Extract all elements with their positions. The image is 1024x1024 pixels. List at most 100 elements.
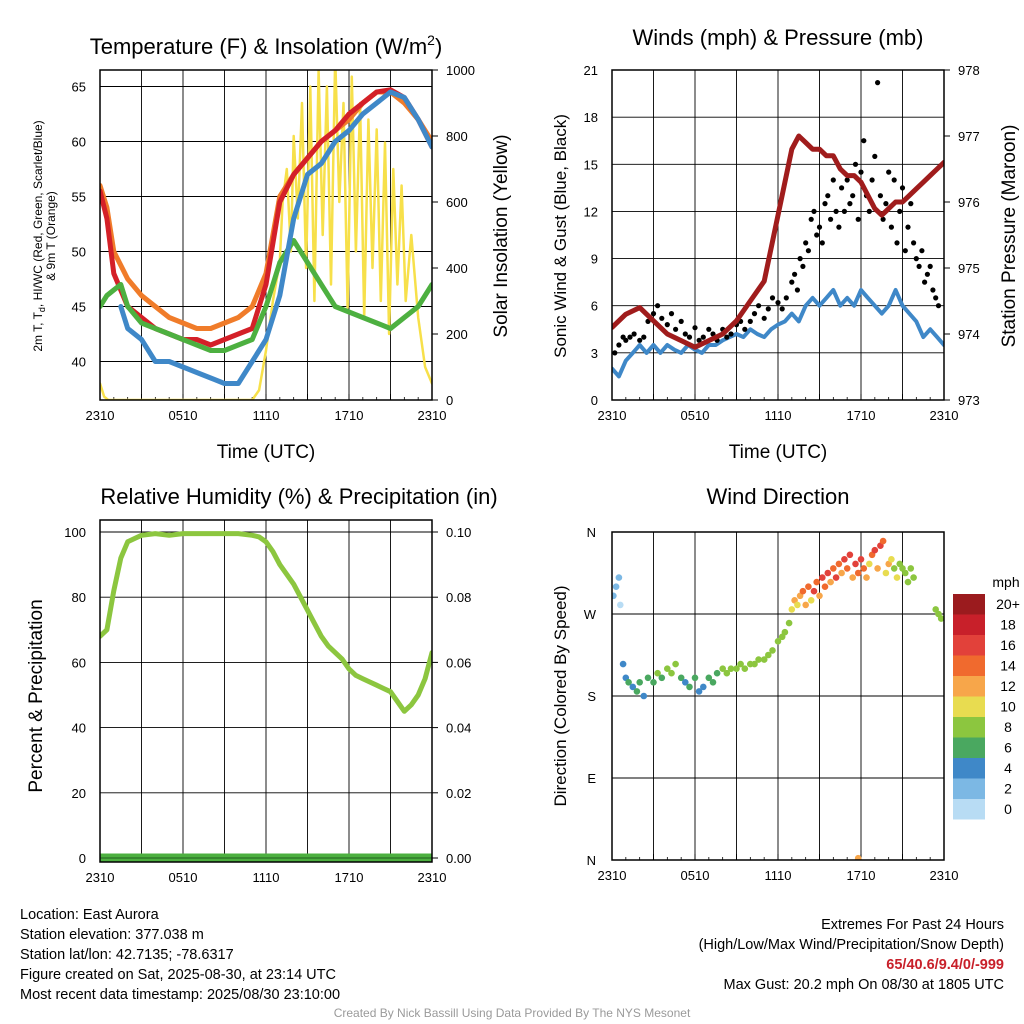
dir-point — [852, 560, 859, 568]
wind-gust-point — [899, 185, 906, 191]
speed-legend-swatch — [953, 594, 985, 615]
dir-point — [640, 692, 648, 700]
station-elevation: Station elevation: 377.038 m — [20, 927, 204, 943]
wind-y-tick-label-left: 18 — [584, 110, 598, 125]
dir-point — [719, 665, 726, 672]
wind-gust-point — [692, 325, 698, 331]
dir-point — [741, 665, 749, 672]
dir-point — [824, 569, 832, 577]
wind-gust-point — [700, 334, 706, 340]
wind-gust-point — [847, 201, 853, 207]
wind-gust-point — [894, 240, 900, 246]
temp-y-tick-label-left: 60 — [72, 135, 86, 150]
wind-gust-point — [883, 201, 889, 207]
dir-point — [874, 565, 881, 572]
dir-point — [854, 854, 862, 860]
dir-point — [713, 669, 721, 677]
dir-point — [727, 665, 735, 672]
dir-x-tick-label: 1710 — [847, 868, 876, 883]
rh-x-tick-label: 2310 — [418, 870, 447, 885]
rh-y-tick-label-right: 0.02 — [446, 786, 471, 801]
dir-point — [888, 556, 895, 563]
wind-gust-point — [872, 153, 878, 159]
speed-legend-label: 16 — [1000, 637, 1016, 653]
wind-gust-point — [866, 208, 872, 214]
dir-point — [838, 569, 845, 577]
dir-point — [871, 546, 879, 554]
wind-gust-point — [668, 311, 675, 317]
wind-gust-point — [765, 306, 771, 312]
rh-y-tick-label-right: 0.10 — [446, 525, 471, 540]
dir-point — [633, 688, 641, 695]
wind-x-tick-label: 2310 — [598, 408, 627, 423]
dir-point — [910, 574, 917, 581]
dir-point — [617, 601, 624, 609]
wind-gust-point — [637, 337, 643, 343]
temp-y-tick-label-left: 45 — [72, 300, 86, 315]
dir-y-tick-label: N — [587, 525, 596, 540]
dir-point — [615, 574, 623, 581]
dir-point — [832, 574, 840, 581]
dir-point — [863, 574, 870, 581]
speed-legend-swatch — [953, 635, 985, 656]
speed-legend-swatch — [953, 799, 985, 820]
wind-gust-point — [775, 300, 781, 306]
wind-gust-point — [880, 216, 886, 222]
dir-point — [668, 669, 675, 677]
wind-gust-point — [841, 208, 848, 214]
wind-x-tick-label: 2310 — [930, 408, 959, 423]
dir-x-tick-label: 2310 — [598, 868, 627, 883]
dir-point — [751, 660, 758, 668]
wind-y-tick-label-right: 973 — [958, 393, 980, 408]
rh-y-tick-label-right: 0.06 — [446, 655, 471, 670]
extremes-subheading: (High/Low/Max Wind/Precipitation/Snow De… — [698, 937, 1004, 953]
wind-gust-point — [783, 295, 789, 301]
wind-gust-point — [808, 216, 814, 222]
wind-y-tick-label-right: 976 — [958, 195, 980, 210]
dir-point — [700, 683, 707, 691]
dir-point — [695, 688, 703, 695]
temp-y-tick-label-left: 65 — [72, 80, 86, 95]
wind-gust-point — [886, 169, 892, 175]
temp-title: Temperature (F) & Insolation (W/m2) — [90, 32, 443, 59]
wind-gust-point — [779, 306, 785, 312]
wind-gust-point — [922, 279, 928, 285]
pressure-line — [612, 133, 944, 350]
wind-gust-point — [930, 287, 936, 293]
dir-point — [904, 578, 912, 586]
dir-point — [672, 660, 679, 668]
speed-legend-label: 6 — [1004, 740, 1012, 756]
wind-gust-point — [844, 177, 850, 183]
dir-point — [677, 674, 685, 682]
dir-point — [849, 574, 856, 581]
dir-point — [644, 674, 652, 682]
dir-y-tick-label: S — [587, 689, 596, 704]
humidity-line — [100, 531, 432, 714]
speed-legend-label: 14 — [1000, 658, 1016, 674]
wind-gust-point — [836, 224, 842, 230]
temp-y-tick-label-right: 200 — [446, 327, 468, 342]
wind-gust-point — [877, 193, 884, 199]
dir-point — [860, 565, 868, 572]
wind-speed-line — [612, 288, 944, 379]
rh-y-tick-label-left: 80 — [72, 590, 86, 605]
rh-x-tick-label: 1710 — [335, 870, 364, 885]
dir-point — [821, 583, 829, 590]
rh-x-tick-label: 2310 — [86, 870, 115, 885]
dir-x-tick-label: 1110 — [765, 868, 792, 883]
temp-series-line — [100, 87, 432, 348]
wind-gust-point — [756, 303, 762, 309]
wind-gust-point — [816, 224, 823, 230]
dir-point — [843, 565, 851, 572]
station-latlon: Station lat/lon: 42.7135; -78.6317 — [20, 947, 234, 963]
dir-point — [841, 556, 848, 563]
wind-gust-point — [852, 161, 859, 167]
extremes-panel: Extremes For Past 24 Hours (High/Low/Max… — [699, 915, 1004, 995]
dir-point — [937, 615, 944, 622]
wind-gust-point — [682, 331, 688, 337]
wind-y-tick-label-left: 12 — [584, 204, 598, 219]
wind-gust-point — [858, 169, 864, 175]
station-location: Location: East Aurora — [20, 907, 159, 923]
wind-y-tick-label-right: 978 — [958, 63, 980, 78]
rh-y-tick-label-left: 100 — [64, 525, 86, 540]
